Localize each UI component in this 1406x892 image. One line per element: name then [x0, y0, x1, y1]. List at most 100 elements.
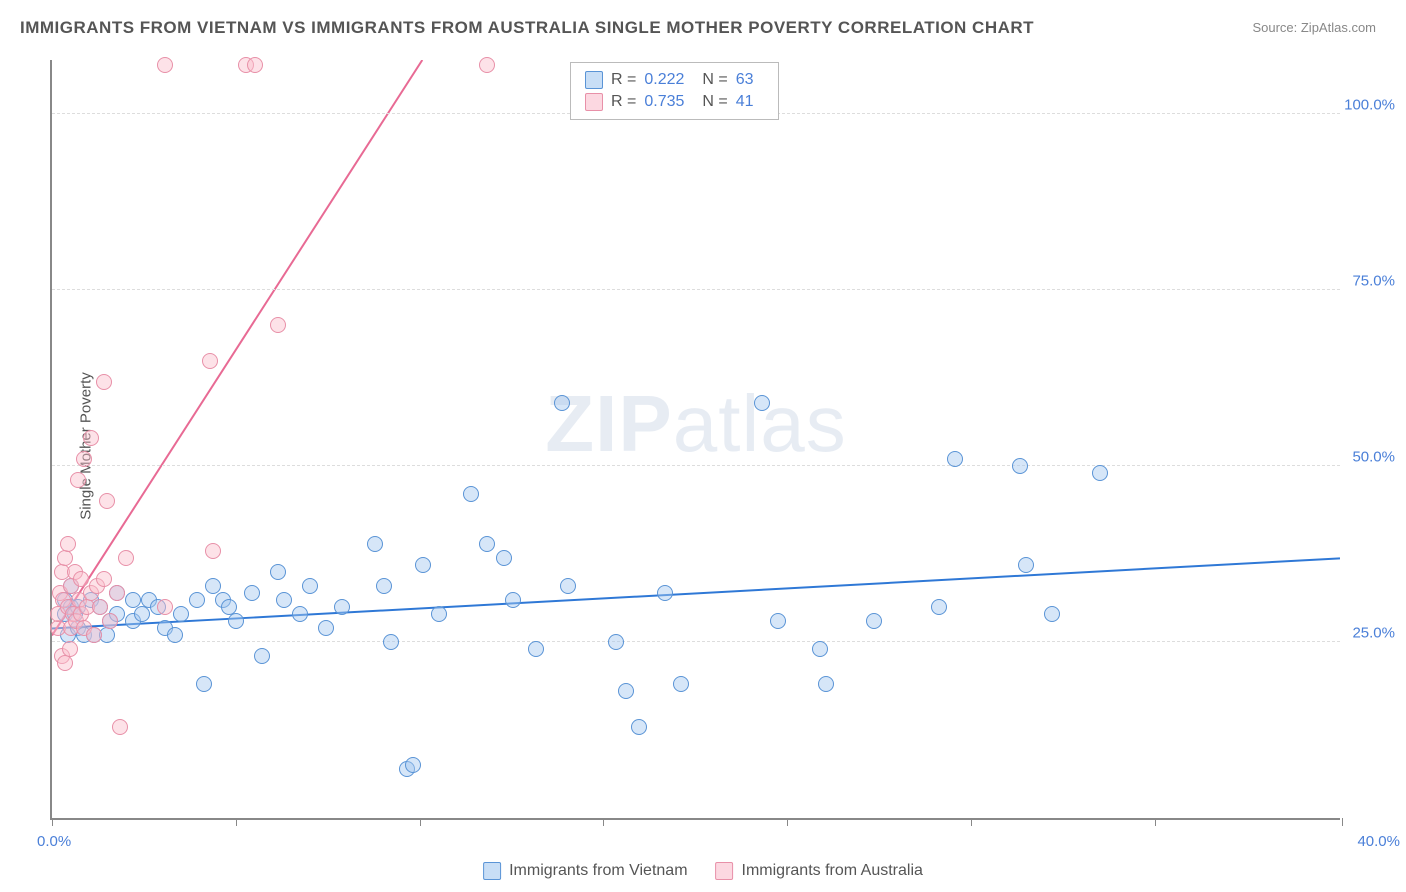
data-point: [60, 536, 76, 552]
legend-row-pink: R = 0.735 N = 41: [585, 91, 764, 113]
chart-title: IMMIGRANTS FROM VIETNAM VS IMMIGRANTS FR…: [20, 18, 1034, 38]
data-point: [102, 613, 118, 629]
data-point: [96, 374, 112, 390]
data-point: [157, 599, 173, 615]
data-point: [383, 634, 399, 650]
data-point: [173, 606, 189, 622]
data-point: [270, 317, 286, 333]
data-point: [947, 451, 963, 467]
data-point: [83, 430, 99, 446]
r-label: R =: [611, 93, 636, 111]
data-point: [818, 676, 834, 692]
gridline: [52, 289, 1340, 290]
x-tick: [420, 818, 421, 826]
data-point: [479, 57, 495, 73]
x-tick-first: 0.0%: [37, 833, 71, 850]
n-value: 41: [736, 93, 754, 111]
data-point: [99, 493, 115, 509]
data-point: [754, 395, 770, 411]
legend-stats: R = 0.222 N = 63 R = 0.735 N = 41: [570, 62, 779, 120]
x-tick: [52, 818, 53, 826]
data-point: [608, 634, 624, 650]
legend-item-vietnam: Immigrants from Vietnam: [483, 862, 687, 880]
data-point: [57, 550, 73, 566]
data-point: [57, 655, 73, 671]
data-point: [254, 648, 270, 664]
data-point: [463, 486, 479, 502]
data-point: [1044, 606, 1060, 622]
data-point: [431, 606, 447, 622]
n-value: 63: [736, 71, 754, 89]
swatch-blue-icon: [483, 862, 501, 880]
data-point: [376, 578, 392, 594]
data-point: [618, 683, 634, 699]
data-point: [1012, 458, 1028, 474]
data-point: [270, 564, 286, 580]
data-point: [125, 592, 141, 608]
data-point: [367, 536, 383, 552]
data-point: [1092, 465, 1108, 481]
data-point: [76, 451, 92, 467]
legend-label: Immigrants from Australia: [742, 862, 923, 880]
legend-label: Immigrants from Vietnam: [509, 862, 687, 880]
data-point: [202, 353, 218, 369]
trend-lines: [52, 60, 1340, 818]
data-point: [302, 578, 318, 594]
data-point: [118, 550, 134, 566]
data-point: [505, 592, 521, 608]
source-label: Source: ZipAtlas.com: [1252, 20, 1376, 35]
y-tick-label: 75.0%: [1352, 273, 1395, 290]
data-point: [812, 641, 828, 657]
data-point: [247, 57, 263, 73]
r-label: R =: [611, 71, 636, 89]
data-point: [405, 757, 421, 773]
data-point: [228, 613, 244, 629]
legend-row-blue: R = 0.222 N = 63: [585, 69, 764, 91]
data-point: [318, 620, 334, 636]
data-point: [189, 592, 205, 608]
data-point: [157, 57, 173, 73]
y-tick-label: 100.0%: [1344, 97, 1395, 114]
data-point: [86, 627, 102, 643]
data-point: [770, 613, 786, 629]
swatch-pink-icon: [716, 862, 734, 880]
data-point: [931, 599, 947, 615]
legend-series: Immigrants from Vietnam Immigrants from …: [483, 862, 923, 880]
data-point: [134, 606, 150, 622]
swatch-pink-icon: [585, 93, 603, 111]
y-tick-label: 25.0%: [1352, 625, 1395, 642]
data-point: [1018, 557, 1034, 573]
data-point: [657, 585, 673, 601]
legend-item-australia: Immigrants from Australia: [716, 862, 923, 880]
data-point: [92, 599, 108, 615]
data-point: [292, 606, 308, 622]
data-point: [415, 557, 431, 573]
data-point: [866, 613, 882, 629]
y-tick-label: 50.0%: [1352, 449, 1395, 466]
data-point: [70, 472, 86, 488]
watermark: ZIPatlas: [545, 378, 846, 470]
n-label: N =: [702, 93, 727, 111]
data-point: [73, 571, 89, 587]
data-point: [205, 578, 221, 594]
data-point: [196, 676, 212, 692]
r-value: 0.222: [644, 71, 684, 89]
data-point: [112, 719, 128, 735]
data-point: [496, 550, 512, 566]
x-tick-last: 40.0%: [1357, 833, 1400, 850]
x-tick: [1342, 818, 1343, 826]
scatter-plot: ZIPatlas 0.0% 40.0% 25.0%50.0%75.0%100.0…: [50, 60, 1340, 820]
x-tick: [603, 818, 604, 826]
data-point: [334, 599, 350, 615]
n-label: N =: [702, 71, 727, 89]
x-tick: [971, 818, 972, 826]
data-point: [96, 571, 112, 587]
data-point: [673, 676, 689, 692]
data-point: [109, 585, 125, 601]
gridline: [52, 641, 1340, 642]
data-point: [631, 719, 647, 735]
r-value: 0.735: [644, 93, 684, 111]
gridline: [52, 465, 1340, 466]
data-point: [244, 585, 260, 601]
data-point: [62, 641, 78, 657]
